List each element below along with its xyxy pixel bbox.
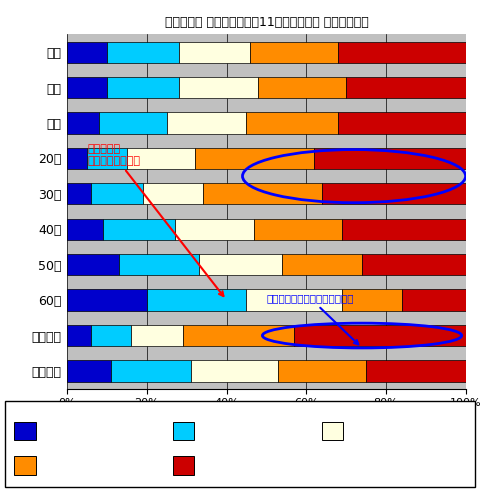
Title: コンビニの 営業時間を午後11時までにする 動きに対して: コンビニの 営業時間を午後11時までにする 動きに対して xyxy=(165,16,368,29)
Bar xyxy=(322,183,466,205)
Text: やや反対: やや反対 xyxy=(41,461,67,470)
Bar xyxy=(338,112,466,134)
Bar xyxy=(119,254,199,276)
Bar xyxy=(67,183,91,205)
Text: どちらともいえない: どちらともいえない xyxy=(348,426,408,436)
Bar xyxy=(131,325,183,346)
Bar xyxy=(247,289,342,311)
Bar xyxy=(127,148,195,169)
Bar xyxy=(67,218,103,240)
Bar xyxy=(67,254,119,276)
Bar xyxy=(91,325,131,346)
Bar xyxy=(67,289,147,311)
Bar xyxy=(342,218,466,240)
Bar xyxy=(282,254,362,276)
Text: やや賛成: やや賛成 xyxy=(199,426,226,436)
Bar xyxy=(254,218,342,240)
Bar xyxy=(195,148,314,169)
Bar xyxy=(143,183,203,205)
Bar xyxy=(247,112,338,134)
Text: 高年齢ほど
規制に賛成の動き: 高年齢ほど 規制に賛成の動き xyxy=(87,144,223,296)
Bar xyxy=(167,112,247,134)
Bar xyxy=(314,148,466,169)
Bar xyxy=(67,325,91,346)
Bar xyxy=(402,289,466,311)
Bar xyxy=(294,325,466,346)
Text: 非常に賛成: 非常に賛成 xyxy=(41,426,74,436)
Bar xyxy=(67,360,111,382)
Bar xyxy=(91,183,143,205)
Bar xyxy=(179,77,258,98)
Bar xyxy=(67,41,107,63)
Bar xyxy=(191,360,278,382)
Bar xyxy=(362,254,466,276)
Bar xyxy=(175,218,254,240)
Bar xyxy=(111,360,191,382)
Bar xyxy=(338,41,466,63)
Bar xyxy=(251,41,338,63)
Bar xyxy=(107,41,179,63)
Bar xyxy=(199,254,282,276)
Bar xyxy=(258,77,346,98)
Bar xyxy=(67,148,87,169)
Bar xyxy=(147,289,247,311)
Text: 非常に反対: 非常に反対 xyxy=(199,461,232,470)
Bar xyxy=(67,77,107,98)
Bar xyxy=(342,289,402,311)
Bar xyxy=(278,360,366,382)
Bar xyxy=(107,77,179,98)
Bar xyxy=(87,148,127,169)
Bar xyxy=(183,325,294,346)
Bar xyxy=(179,41,251,63)
Bar xyxy=(99,112,167,134)
Bar xyxy=(67,112,99,134)
Text: 利用機会の多い層ほど反対多し: 利用機会の多い層ほど反対多し xyxy=(266,293,359,344)
Bar xyxy=(103,218,175,240)
Bar xyxy=(366,360,466,382)
Bar xyxy=(346,77,466,98)
Bar xyxy=(203,183,322,205)
